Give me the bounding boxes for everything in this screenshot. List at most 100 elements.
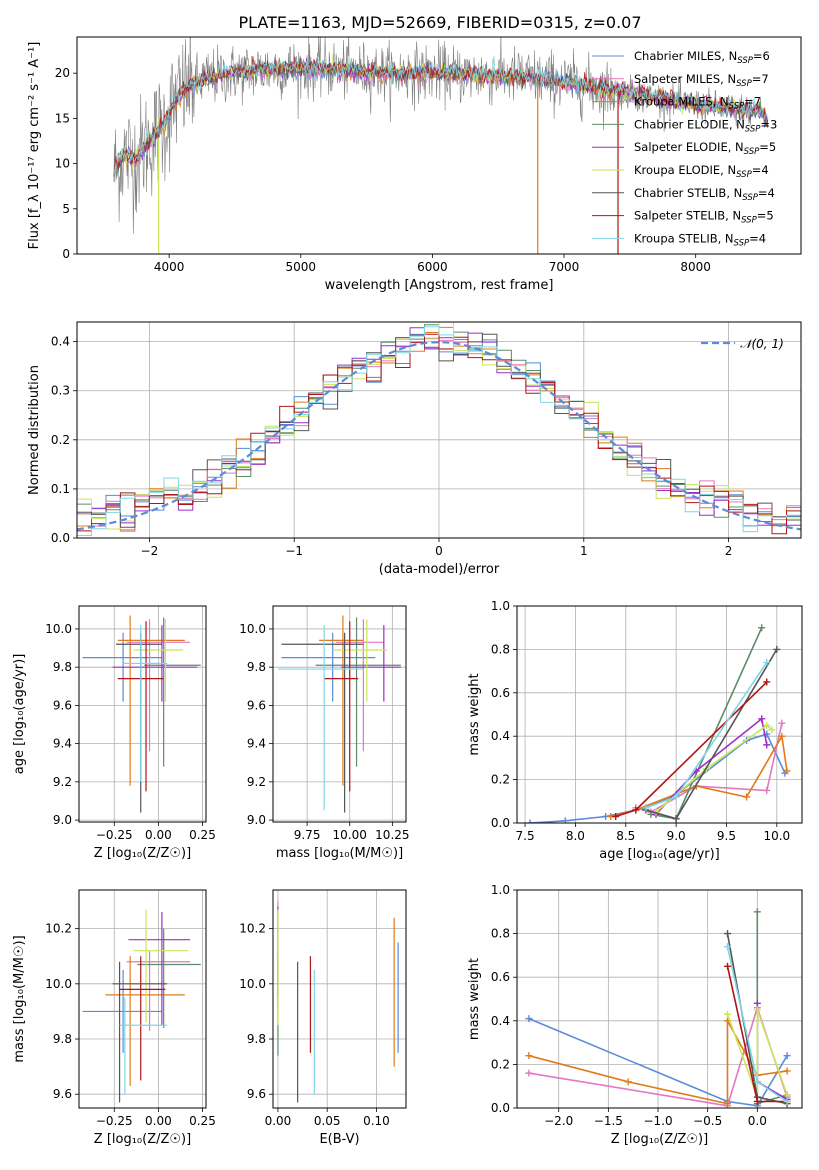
legend-label: Salpeter MILES, NSSP=7 — [634, 72, 769, 89]
mass-weight-marker — [763, 786, 771, 794]
mass-weight-line — [530, 733, 786, 823]
mass-weight-marker — [783, 1052, 791, 1060]
x-tick-label: −2.0 — [544, 1114, 573, 1128]
y-tick-label: 9.8 — [247, 660, 266, 674]
legend-label: Kroupa ELODIE, NSSP=4 — [634, 163, 769, 180]
y-tick-label: 9.0 — [247, 813, 266, 827]
mass-weight-marker — [632, 806, 640, 814]
legend-label: Chabrier STELIB, NSSP=4 — [634, 186, 775, 203]
legend-label: Salpeter ELODIE, NSSP=5 — [634, 140, 776, 157]
mass-weight-line — [528, 1017, 788, 1107]
mass-weight-marker — [778, 719, 786, 727]
mass-weight-marker — [672, 793, 680, 801]
x-tick-label: 5000 — [286, 260, 317, 274]
mass-weight-marker — [753, 1078, 761, 1086]
plot-area-mass_vs_EBV — [277, 901, 399, 1103]
figure-title: PLATE=1163, MJD=52669, FIBERID=0315, z=0… — [238, 13, 641, 32]
mass-weight-line — [645, 648, 778, 820]
mass-weight-marker — [525, 1069, 533, 1077]
y-tick-label: 0.3 — [51, 384, 70, 398]
y-tick-label: 9.6 — [247, 698, 266, 712]
y-axis-label: Flux [f_λ 10⁻¹⁷ erg cm⁻² s⁻¹ A⁻¹] — [27, 42, 42, 250]
errorbar-point — [341, 625, 401, 702]
errorbar-point — [137, 928, 201, 1028]
plot-area-age_vs_Z — [82, 615, 201, 813]
y-tick-label: 0.4 — [51, 335, 70, 349]
mass-weight-line — [528, 1020, 788, 1105]
residual-histogram-step — [77, 333, 801, 535]
plot-area-age_vs_mass — [278, 615, 401, 813]
y-axis-label: mass weight — [467, 673, 482, 755]
mass-weight-marker — [758, 715, 766, 723]
x-axis-label: age [log₁₀(age/yr)] — [599, 847, 720, 862]
errorbar-point — [119, 997, 168, 1095]
x-tick-label: −1.0 — [643, 1114, 672, 1128]
errorbar-point — [112, 961, 168, 1103]
y-tick-label: 5 — [62, 202, 70, 216]
errorbar-point — [332, 619, 388, 702]
legend-label: Kroupa MILES, NSSP=7 — [634, 95, 761, 112]
mass-weight-line — [655, 717, 768, 815]
y-tick-label: 0.6 — [491, 686, 510, 700]
errorbar-point — [105, 956, 185, 1086]
errorbar-point — [278, 625, 364, 811]
y-tick-label: 10 — [55, 157, 70, 171]
errorbar-point — [133, 909, 189, 1023]
mass-weight-marker — [763, 678, 771, 686]
y-tick-label: 0.0 — [491, 816, 510, 830]
panel-mass_vs_Z: −0.25 0.00 0.25 9.6 9.8 10.0 10.2 Z [log₁₀(Z/Z☉… — [12, 889, 216, 1147]
x-axis-label: mass [log₁₀(M/M☉)] — [276, 846, 403, 861]
x-tick-label: 7.5 — [516, 829, 535, 843]
x-tick-label: −2 — [141, 544, 159, 558]
x-tick-label: 2 — [725, 544, 733, 558]
x-tick-label: 0.05 — [314, 1114, 341, 1128]
y-tick-label: 1.0 — [491, 599, 510, 613]
y-tick-label: 15 — [55, 111, 70, 125]
plot-area-spectrum — [113, 37, 769, 254]
x-tick-label: 1 — [580, 544, 588, 558]
y-axis-label: age [log₁₀(age/yr)] — [12, 654, 27, 775]
errorbar-point — [315, 617, 401, 767]
errorbar-point — [117, 615, 185, 786]
errorbar-point — [144, 617, 201, 767]
x-tick-label: 0.00 — [145, 828, 172, 842]
x-tick-label: 8.5 — [616, 829, 635, 843]
y-tick-label: 10.2 — [45, 922, 72, 936]
residual-legend: 𝒩(0, 1) — [701, 337, 784, 351]
x-tick-label: 9.5 — [717, 829, 736, 843]
mass-weight-line — [650, 627, 763, 820]
x-tick-label: −0.25 — [96, 828, 133, 842]
plot-area-weight_vs_Z — [525, 908, 791, 1108]
x-axis-label: (data-model)/error — [379, 562, 500, 577]
axes-frame — [76, 321, 802, 539]
y-tick-label: 0.1 — [51, 482, 70, 496]
mass-weight-marker — [624, 1078, 632, 1086]
axes-frame — [78, 605, 207, 823]
mass-weight-marker — [526, 819, 534, 823]
y-tick-label: 0.6 — [491, 970, 510, 984]
panel-weight_vs_Z: −2.0 −1.5 −1.0 −0.5 0.0 0.0 0.2 0.4 0.6 0.8 1.0 Z [… — [467, 883, 803, 1147]
mass-weight-marker — [783, 1091, 791, 1099]
errorbar-point — [281, 632, 364, 813]
x-tick-label: 0.10 — [363, 1114, 390, 1128]
panel-mass_vs_EBV: 0.00 0.05 0.10 9.6 9.8 10.0 10.2 E(B-V) — [239, 889, 407, 1147]
mass-weight-line — [726, 1009, 788, 1098]
panel-residuals: −2 −1 0 1 2 0.0 0.1 0.2 0.3 0.4 (data-model)/error… — [27, 321, 802, 577]
y-tick-label: 10.0 — [45, 977, 72, 991]
x-axis-label: E(B-V) — [319, 1132, 359, 1147]
x-axis-label: Z [log₁₀(Z/Z☉)] — [611, 1132, 708, 1147]
x-axis-label: Z [log₁₀(Z/Z☉)] — [94, 846, 191, 861]
x-tick-label: 0.25 — [189, 1114, 216, 1128]
y-tick-label: 9.8 — [53, 1032, 72, 1046]
x-tick-label: 0.00 — [265, 1114, 292, 1128]
residual-histogram-step — [77, 333, 801, 528]
mass-weight-marker — [758, 624, 766, 632]
y-tick-label: 9.4 — [53, 737, 72, 751]
mass-weight-marker — [642, 804, 650, 812]
x-tick-label: 8000 — [680, 260, 711, 274]
panel-age_vs_Z: −0.25 0.00 0.25 9.0 9.2 9.4 9.6 9.8 10.0 Z [log₁₀… — [12, 605, 216, 861]
spectrum-legend: Chabrier MILES, NSSP=6 Salpeter MILES, NS… — [592, 49, 777, 248]
x-tick-label: −1.5 — [594, 1114, 623, 1128]
y-tick-label: 0.8 — [491, 927, 510, 941]
x-axis-label: Z [log₁₀(Z/Z☉)] — [94, 1132, 191, 1147]
